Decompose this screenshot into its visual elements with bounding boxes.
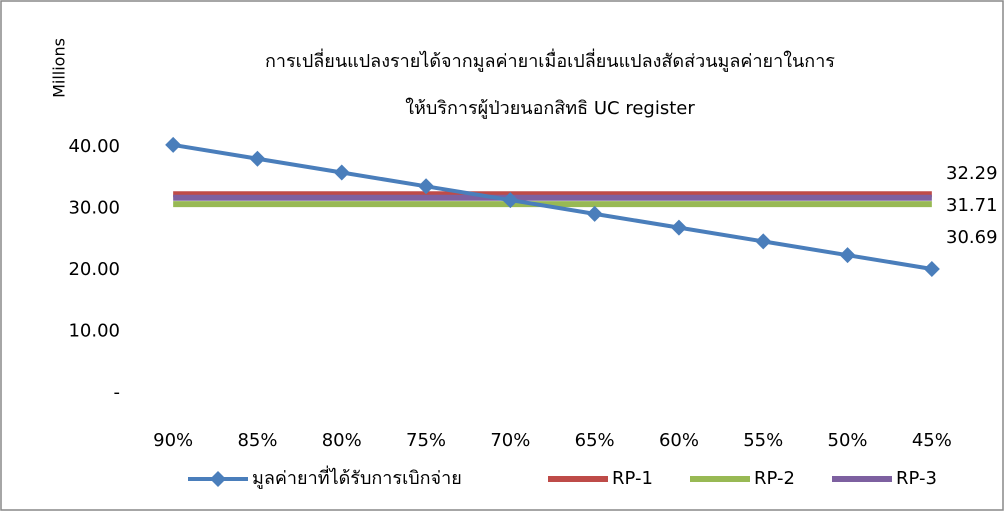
y-tick-label: 40.00: [68, 136, 120, 157]
y-tick-label: -: [114, 382, 121, 403]
data-point: [418, 178, 435, 195]
data-point: [923, 260, 940, 277]
data-point: [839, 247, 856, 264]
data-point: [586, 205, 603, 222]
x-tick-label: 75%: [406, 430, 446, 451]
data-label: 32.29: [946, 163, 998, 184]
chart-title: ให้บริการผู้ป่วยนอกสิทธิ UC register: [405, 97, 695, 119]
x-tick-label: 80%: [322, 430, 362, 451]
data-label: 31.71: [946, 195, 998, 216]
chart-title: การเปลี่ยนแปลงรายได้จากมูลค่ายาเมื่อเปลี…: [265, 48, 835, 72]
x-tick-label: 45%: [912, 430, 952, 451]
y-axis-label: Millions: [50, 38, 69, 98]
x-tick-label: 90%: [153, 430, 193, 451]
data-point: [165, 136, 182, 153]
legend-label: RP-3: [896, 468, 937, 489]
data-point: [249, 150, 266, 167]
data-point: [670, 219, 687, 236]
data-point: [502, 192, 519, 209]
data-label: 30.69: [946, 227, 998, 248]
y-tick-label: 30.00: [68, 197, 120, 218]
data-point: [333, 164, 350, 181]
legend-label: RP-1: [612, 468, 653, 489]
x-tick-label: 70%: [490, 430, 530, 451]
legend-marker: [210, 471, 226, 487]
x-tick-label: 55%: [743, 430, 783, 451]
legend-label: RP-2: [754, 468, 795, 489]
x-tick-label: 65%: [575, 430, 615, 451]
data-point: [755, 233, 772, 250]
y-tick-label: 20.00: [68, 259, 120, 280]
legend-label: มูลค่ายาที่ได้รับการเบิกจ่าย: [252, 465, 462, 489]
x-tick-label: 60%: [659, 430, 699, 451]
series-line: [172, 142, 933, 271]
x-tick-label: 50%: [828, 430, 868, 451]
y-tick-label: 10.00: [68, 320, 120, 341]
x-tick-label: 85%: [237, 430, 277, 451]
